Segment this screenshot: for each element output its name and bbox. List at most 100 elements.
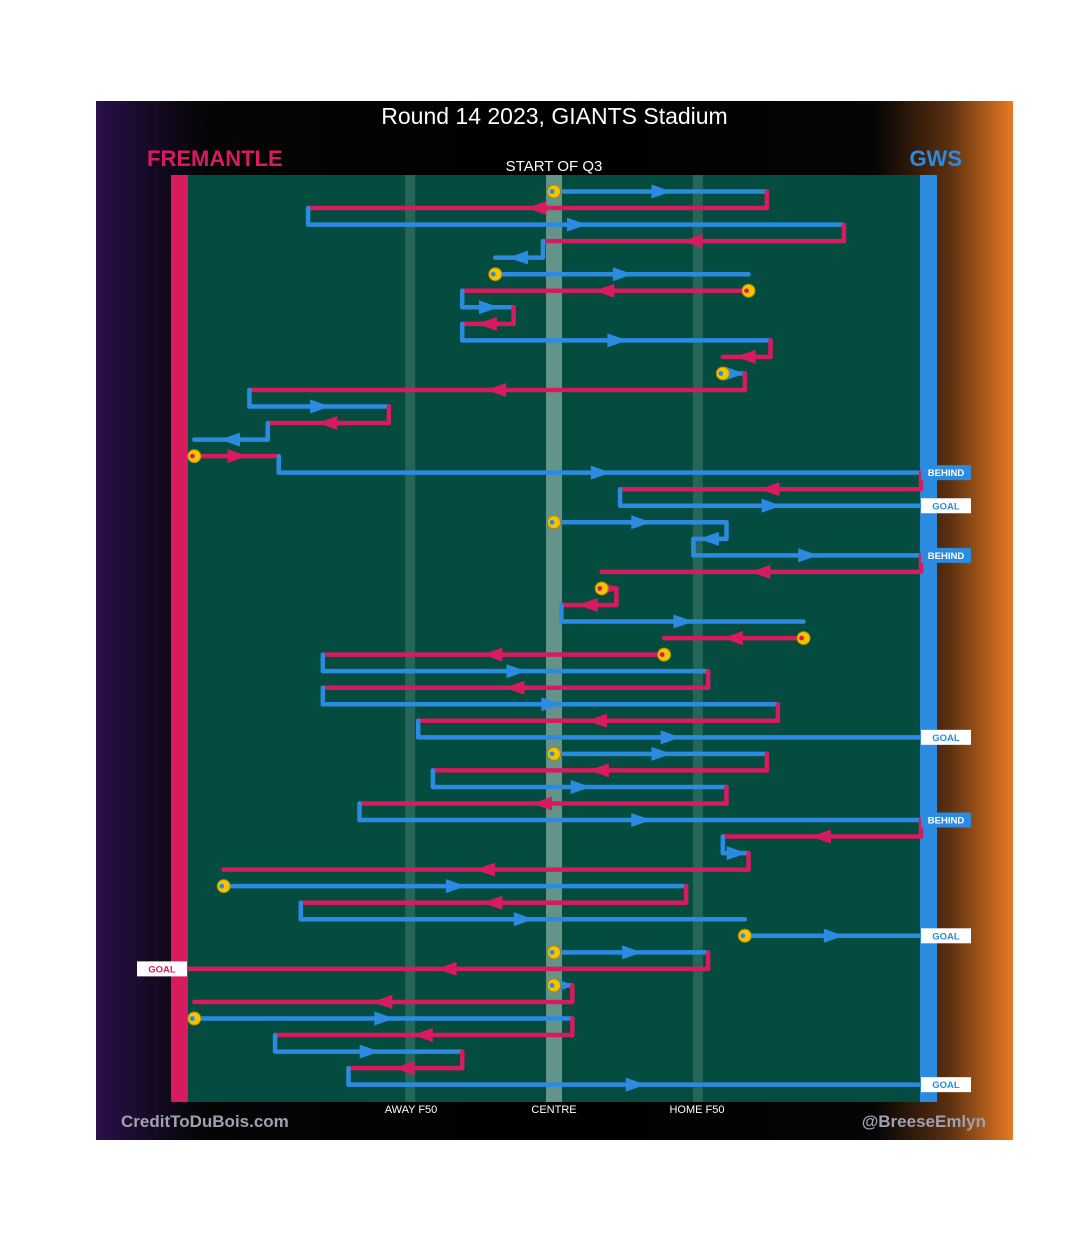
credit-right: @BreeseEmlyn: [861, 1112, 986, 1131]
chain-arrow: [673, 614, 694, 629]
chain-13: [247, 371, 748, 397]
stoppage-marker-dot: [799, 635, 804, 641]
chain-arrow: [631, 813, 652, 828]
score-tag-label: BEHIND: [928, 468, 965, 479]
score-tag-box: [921, 465, 971, 481]
chain-arrow: [698, 531, 719, 546]
score-tag-box: [921, 729, 971, 745]
field-stripe-away-f50: [405, 175, 416, 1102]
chain-arrow: [810, 829, 831, 844]
stoppage-marker-dot: [549, 189, 555, 194]
score-tag-label: GOAL: [148, 964, 176, 975]
score-tag-goal: GOAL: [921, 1077, 971, 1093]
chain-arrow: [622, 945, 643, 960]
stoppage-marker-dot: [744, 288, 749, 294]
chain-arrow: [486, 382, 507, 397]
score-tag-goal: GOAL: [921, 498, 971, 514]
score-tag-goal: GOAL: [921, 928, 971, 944]
chain-18: [276, 453, 924, 480]
stoppage-marker-dot: [549, 751, 555, 757]
chain-26: [559, 586, 619, 612]
credit-left: CreditToDuBois.com: [121, 1112, 289, 1131]
chain-27: [559, 602, 806, 629]
chain-arrow: [412, 1028, 433, 1043]
chain-54: [346, 1049, 465, 1076]
chain-41: [720, 834, 751, 861]
chain-44: [298, 883, 689, 910]
chain-6: [493, 267, 751, 282]
chain-23: [691, 536, 924, 563]
chain-22: [691, 520, 729, 546]
score-tag-box: [921, 812, 971, 828]
chain-arrow: [508, 250, 529, 265]
chain-arrow: [506, 664, 527, 679]
stoppage-marker-dot: [597, 586, 603, 591]
chain-arrow: [631, 515, 652, 530]
stoppage-marker-dot: [740, 933, 746, 939]
chain-arrow: [594, 283, 615, 298]
fremantle-goal-bar: [171, 175, 188, 1102]
chain-16: [192, 420, 270, 447]
chain-9: [460, 305, 516, 331]
chain-arrow: [372, 994, 393, 1009]
chain-31: [320, 668, 711, 695]
chain-arrow: [220, 432, 241, 447]
chain-arrow: [587, 713, 608, 728]
chain-7: [460, 283, 751, 298]
field: [171, 175, 937, 1102]
score-tag-label: GOAL: [932, 733, 960, 744]
zone-label-centre: CENTRE: [531, 1104, 577, 1116]
chain-21: [551, 515, 729, 530]
team-right-label: GWS: [909, 146, 962, 171]
score-tag-box: [921, 547, 971, 563]
chain-11: [720, 338, 773, 364]
stoppage-marker-dot: [189, 453, 195, 459]
chain-arrow: [577, 598, 598, 612]
chain-32: [320, 685, 781, 712]
chain-28: [661, 631, 806, 646]
chain-17: [192, 449, 281, 464]
chain-arrow: [726, 846, 747, 861]
chain-3: [305, 205, 847, 232]
chain-14: [247, 387, 392, 414]
chain-arrow: [570, 779, 591, 794]
field-stripe-centre: [546, 175, 562, 1102]
chain-arrow: [588, 763, 609, 778]
chain-arrow: [759, 482, 780, 497]
chain-arrow: [607, 333, 628, 348]
chain-arrow: [310, 399, 331, 414]
chain-arrow: [722, 631, 743, 646]
chain-arrow: [482, 647, 503, 662]
chain-36: [430, 751, 770, 778]
chain-52: [272, 1016, 575, 1043]
stoppage-marker-dot: [659, 652, 665, 658]
chain-arrow: [750, 564, 771, 579]
chain-53: [272, 1032, 465, 1059]
chain-arrow: [682, 234, 703, 249]
score-tag-behind: BEHIND: [921, 547, 971, 563]
team-left-label: FREMANTLE: [147, 146, 283, 171]
chain-arrow: [761, 498, 782, 513]
chain-arrow: [227, 449, 248, 464]
stoppage-marker-dot: [549, 519, 555, 525]
gws-goal-bar: [920, 175, 937, 1102]
score-tag-label: BEHIND: [928, 551, 965, 562]
chain-55: [346, 1065, 924, 1092]
chain-46: [742, 928, 924, 943]
chain-arrow: [567, 217, 588, 232]
zone-label-home-f50: HOME F50: [669, 1104, 725, 1116]
chain-10: [460, 321, 773, 348]
chain-arrow: [504, 680, 525, 695]
chain-45: [298, 900, 748, 927]
chain-29: [320, 647, 667, 662]
chain-arrow: [513, 912, 534, 927]
chain-30: [320, 652, 711, 679]
chain-2: [305, 189, 770, 216]
chain-51: [192, 1011, 575, 1026]
chain-34: [415, 718, 924, 745]
chain-arrow: [651, 184, 672, 199]
score-tag-goal: GOAL: [921, 729, 971, 745]
chain-8: [460, 288, 516, 315]
chain-arrow: [541, 697, 562, 712]
chain-35: [551, 746, 770, 761]
